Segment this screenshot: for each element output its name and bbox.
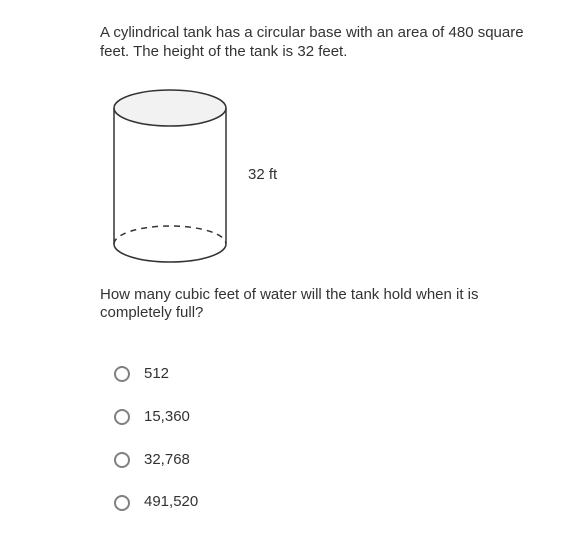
choice-label: 15,360 <box>144 408 190 427</box>
radio-icon <box>114 452 130 468</box>
cylinder-icon <box>100 86 240 266</box>
choice-b[interactable]: 15,360 <box>114 408 529 427</box>
answer-choices: 512 15,360 32,768 491,520 <box>100 365 529 512</box>
choice-d[interactable]: 491,520 <box>114 493 529 512</box>
question-followup: How many cubic feet of water will the ta… <box>100 286 529 324</box>
question-intro: A cylindrical tank has a circular base w… <box>100 24 529 62</box>
choice-a[interactable]: 512 <box>114 365 529 384</box>
choice-label: 512 <box>144 365 169 384</box>
radio-icon <box>114 409 130 425</box>
cylinder-figure: 32 ft <box>100 86 529 266</box>
radio-icon <box>114 495 130 511</box>
choice-label: 32,768 <box>144 451 190 470</box>
radio-icon <box>114 366 130 382</box>
height-label: 32 ft <box>248 166 277 185</box>
choice-label: 491,520 <box>144 493 198 512</box>
choice-c[interactable]: 32,768 <box>114 451 529 470</box>
